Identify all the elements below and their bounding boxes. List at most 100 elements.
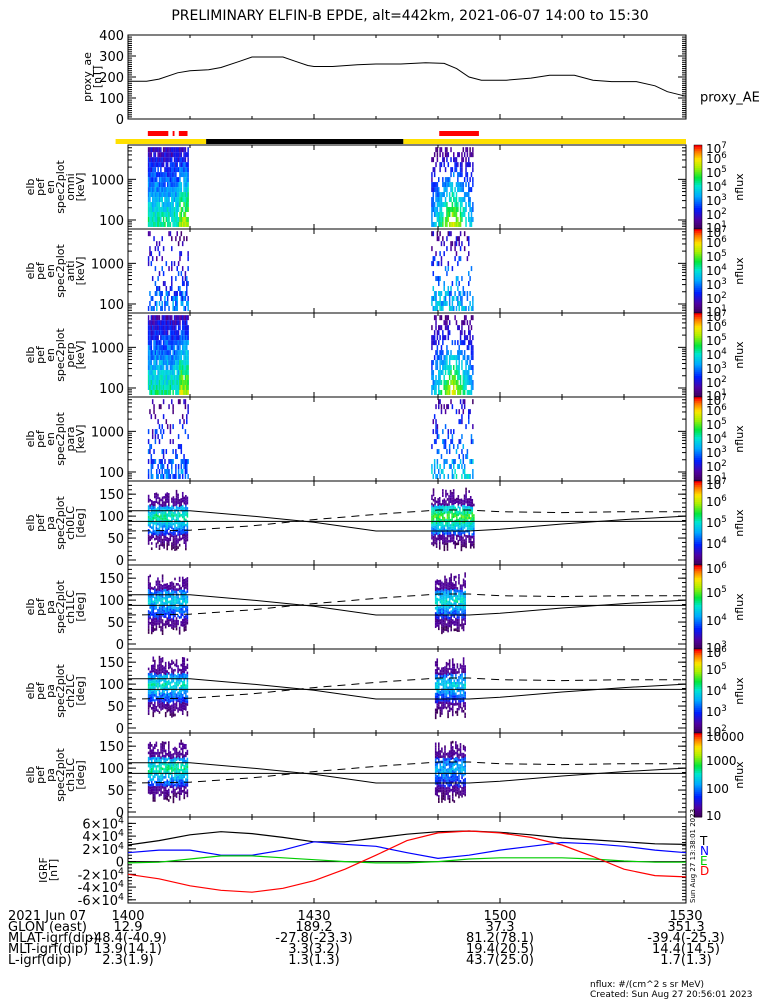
spectrogram-cell (161, 162, 163, 168)
spectrogram-cell (165, 167, 168, 173)
pitch-angle-cell (160, 506, 162, 510)
spectrogram-cell (149, 246, 151, 252)
pitch-angle-cell (435, 521, 438, 525)
colorbar-tick-label: 105 (706, 165, 727, 180)
pitch-angle-cell (450, 597, 452, 600)
spectrogram-cell (166, 147, 169, 153)
spectrogram-cell (160, 172, 162, 178)
pitch-angle-cell (177, 694, 179, 697)
pitch-angle-cell (445, 596, 448, 600)
spectrogram-cell (180, 365, 183, 371)
spectrogram-cell (183, 157, 185, 163)
spectrogram-cell (463, 207, 466, 213)
pitch-angle-cell (181, 693, 184, 697)
pitch-angle-cell (161, 574, 164, 578)
pitch-angle-cell (154, 672, 156, 676)
spectrogram-cell (472, 439, 474, 445)
pitch-angle-cell (458, 618, 460, 622)
colorbar-tick-label: 106 (706, 561, 727, 576)
spectrogram-cell (168, 152, 170, 158)
pitch-angle-cell (434, 539, 436, 542)
spectrogram-cell (470, 345, 473, 351)
pitch-angle-cell (183, 507, 186, 510)
pitch-angle-cell (434, 661, 437, 664)
pitch-angle-cell (455, 537, 458, 540)
pitch-angle-cell (164, 620, 167, 624)
pitch-angle-cell (453, 591, 456, 595)
spectrogram-cell (472, 162, 474, 168)
pitch-angle-cell (462, 502, 464, 505)
spectrogram-cell (162, 182, 165, 188)
pitch-angle-cell (154, 662, 156, 666)
spectrogram-cell (183, 459, 185, 465)
pitch-angle-cell (177, 614, 179, 618)
spectrogram-cell (173, 296, 176, 301)
pitch-angle-cell (171, 662, 173, 665)
pitch-angle-cell (453, 599, 456, 603)
anti-loss-cone-line (127, 509, 686, 532)
spectrogram-cell (153, 152, 155, 158)
pitch-angle-cell (155, 601, 158, 605)
spectrogram-cell (454, 291, 456, 297)
spectrogram-cell (451, 241, 454, 247)
spectrogram-cell (438, 380, 440, 385)
spectrogram-cell (462, 207, 465, 213)
pitch-angle-cell (154, 667, 156, 671)
spectrogram-cell (154, 335, 157, 341)
pitch-angle-cell (163, 532, 165, 536)
spectrogram-cell (171, 157, 173, 163)
colorbar-swatch (694, 271, 702, 274)
spectrogram-cell (431, 365, 433, 371)
pitch-angle-cell (177, 691, 179, 695)
pitch-angle-cell (174, 713, 176, 717)
pitch-angle-cell (462, 596, 465, 600)
colorbar-swatch (694, 239, 702, 243)
colorbar-swatch (694, 562, 702, 566)
pitch-angle-cell (185, 508, 187, 511)
pitch-angle-cell (150, 685, 153, 689)
pitch-angle-cell (186, 695, 189, 698)
spectrogram-cell (147, 355, 150, 361)
orbit-indicator-bars (115, 131, 686, 144)
spectrogram-cell (157, 464, 159, 469)
ylabel-line: pef (34, 345, 47, 364)
spectrogram-cell (179, 152, 181, 158)
pitch-angle-cell (163, 503, 165, 507)
pitch-angle-cell (171, 594, 173, 598)
spectrogram-cell (176, 370, 178, 376)
pitch-angle-cell (177, 506, 179, 510)
pitch-angle-cell (174, 622, 176, 626)
pitch-angle-cell (441, 610, 443, 614)
pitch-angle-cell (150, 672, 153, 676)
spectrogram-cell (463, 212, 466, 217)
spectrogram-cell (176, 266, 178, 272)
spectrogram-cell (151, 330, 154, 336)
pitch-angle-cell (177, 601, 179, 605)
spectrogram-cell (442, 177, 444, 183)
pitch-angle-cell (436, 703, 439, 706)
pitch-angle-cell (166, 537, 169, 540)
pitch-angle-cell (149, 538, 151, 542)
spectrogram-cell (451, 340, 454, 346)
pitch-angle-cell (158, 531, 161, 535)
colorbar-swatch (694, 195, 702, 198)
spectrogram-cell (156, 375, 158, 381)
pitch-angle-cell (436, 621, 439, 625)
spectrogram-cell (181, 192, 184, 198)
pitch-angle-cell (181, 510, 184, 514)
ylabel-line: elb (24, 347, 37, 364)
spectrogram-cell (154, 167, 157, 173)
spectrogram-cell (431, 444, 433, 450)
spectrogram-cell (446, 291, 448, 297)
pitch-angle-cell (459, 501, 461, 505)
pitch-angle-cell (177, 538, 179, 542)
pitch-angle-cell (434, 716, 437, 720)
spectrogram-cell (176, 192, 178, 198)
spectrogram-cell (157, 147, 159, 153)
spectrogram-cell (447, 286, 450, 292)
spectrogram-cell (177, 345, 180, 351)
spectrogram-cell (160, 216, 162, 222)
spectrogram-cell (150, 350, 153, 356)
spectrogram-cell (173, 335, 176, 341)
spectrogram-cell (469, 409, 471, 415)
